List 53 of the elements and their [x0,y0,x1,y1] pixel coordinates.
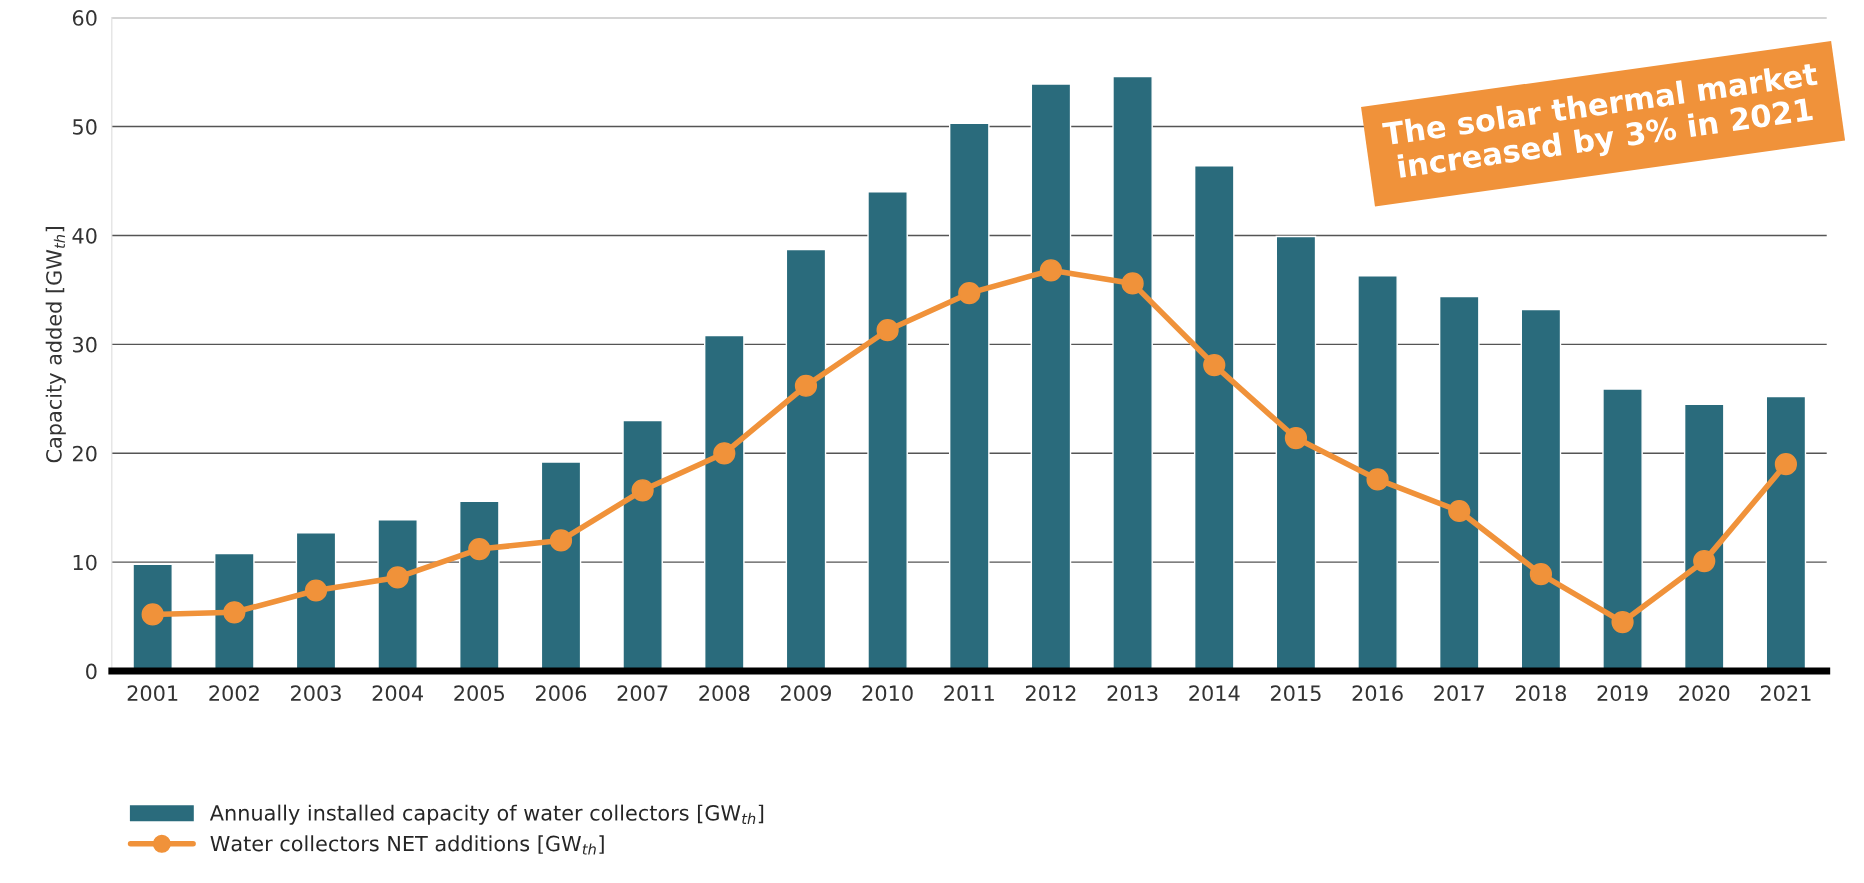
y-tick-label: 30 [73,336,97,353]
point [1448,499,1471,523]
y-tick-label: 50 [73,119,97,135]
legend-label: Annually installed capacity of water collectors [GW$_{th}$] [209,804,764,825]
annotation: The solar thermal market increased by 3% in 2021 [1381,61,1819,185]
x-tick-label: 2006 [535,685,587,702]
x-tick-label: 2019 [1597,685,1648,702]
point [1611,610,1634,634]
point [1366,468,1389,491]
point [549,529,573,552]
x-tick-label: 2007 [617,685,668,702]
x-tick-label: 2016 [1352,685,1403,702]
y-axis-title: Capacity added [GW$_{th}$] [45,227,66,463]
point [1284,426,1308,450]
y-tick-label: 60 [72,10,97,26]
x-tick-label: 2009 [780,685,831,702]
legend-label: Water collectors NET additions [GW$_{th}$] [210,835,604,855]
point [1693,549,1716,573]
x-tick-label: 2015 [1270,685,1321,702]
x-tick-label: 2021 [1760,685,1811,702]
point [1774,453,1798,476]
x-tick-label: 2014 [1189,685,1240,702]
x-tick-label: 2010 [862,685,913,702]
y-tick-label: 40 [72,227,97,244]
point [386,566,409,589]
point [141,603,164,626]
point [468,537,491,561]
x-tick-label: 2003 [291,685,341,702]
x-tick-label: 2005 [454,685,504,702]
point [958,282,981,305]
x-tick-label: 2008 [699,685,750,702]
point [794,374,818,397]
x-tick-label: 2018 [1515,685,1566,702]
y-tick-label: 0 [86,663,97,680]
x-tick-label: 2020 [1679,685,1730,702]
y-tick-label: 10 [73,554,97,571]
point [304,579,328,602]
point [876,319,899,342]
x-tick-label: 2002 [209,685,259,702]
x-tick-label: 2001 [127,685,178,702]
point [223,601,246,624]
y-tick-label: 20 [72,445,97,462]
point [1203,353,1226,377]
point [1121,272,1144,295]
point [713,442,736,465]
point [1039,259,1063,282]
x-tick-label: 2011 [944,685,994,702]
x-tick-label: 2012 [1025,685,1076,702]
x-tick-label: 2017 [1434,685,1484,702]
x-tick-label: 2004 [372,685,423,702]
point [1529,563,1553,586]
x-tick-label: 2013 [1107,685,1158,702]
point [631,479,654,502]
